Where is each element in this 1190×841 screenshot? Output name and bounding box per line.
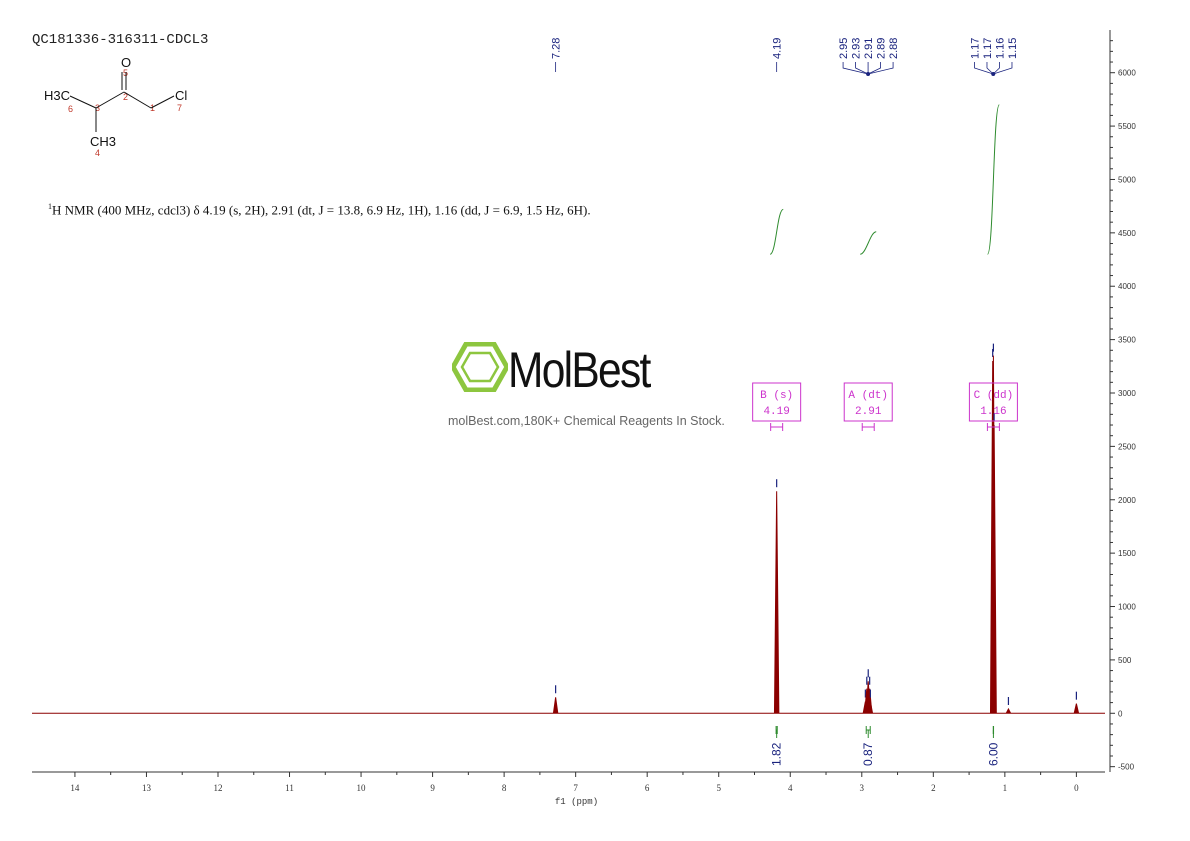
peak-shift-label: 1.16 <box>994 38 1006 59</box>
h3c-label: H3C <box>44 88 70 103</box>
spectrum-peak <box>773 491 780 714</box>
peak-shift-label: 4.19 <box>772 38 784 59</box>
multiplet-label: A (dt) <box>848 390 888 402</box>
x-tick-label: 8 <box>502 783 507 793</box>
x-tick-label: 14 <box>70 783 80 793</box>
brand-tagline: molBest.com,180K+ Chemical Reagents In S… <box>448 414 725 428</box>
multiplet-box <box>843 382 893 422</box>
atom-number: 2 <box>123 92 128 102</box>
y-tick-label: 5500 <box>1118 122 1136 131</box>
peak-label-connector <box>993 62 1013 75</box>
peak-shift-label: 2.95 <box>838 38 850 59</box>
x-tick-label: 0 <box>1074 783 1079 793</box>
atom-number: 4 <box>95 148 100 158</box>
peak-label-node <box>866 72 871 76</box>
peak-shift-label: 2.89 <box>876 38 888 59</box>
integral-value-label: 6.00 <box>986 742 1000 766</box>
x-tick-label: 3 <box>860 783 865 793</box>
multiplet-range-bar <box>986 423 1000 431</box>
spectrum-peak <box>991 425 997 714</box>
peak-label-connector <box>855 62 869 75</box>
peak-label-connector <box>992 62 1000 75</box>
x-tick-label: 9 <box>430 783 435 793</box>
spectrum-peak <box>867 701 874 714</box>
peak-shift-label: 7.28 <box>551 38 563 59</box>
peak-shift-label: 2.91 <box>863 38 875 59</box>
multiplet-range-bar <box>861 423 875 431</box>
atom-number: 6 <box>68 104 73 114</box>
sample-id: QC181336-316311-CDCL3 <box>32 32 209 48</box>
ch3-label: CH3 <box>90 134 116 149</box>
spectrum-peak <box>1073 703 1080 714</box>
isotope-superscript: 1 <box>48 202 52 211</box>
y-tick-label: 4500 <box>1118 229 1136 238</box>
y-tick-label: 1000 <box>1118 603 1136 612</box>
peak-shift-label: 2.93 <box>851 38 863 59</box>
x-tick-label: 6 <box>645 783 650 793</box>
multiplet-shift: 1.16 <box>980 406 1006 418</box>
y-tick-label: 0 <box>1118 709 1123 718</box>
brand-name: MolBest <box>508 342 651 398</box>
molecule-structure: H3C O Cl CH3 5 6 3 2 1 7 4 <box>44 55 187 158</box>
integral-value-label: 1.82 <box>770 742 784 766</box>
chlorine-label: Cl <box>175 88 187 103</box>
x-tick-label: 10 <box>357 783 367 793</box>
y-tick-label: 500 <box>1118 656 1132 665</box>
y-tick-label: 6000 <box>1118 69 1136 78</box>
multiplet-range-bar <box>770 423 784 431</box>
peak-label-connector <box>867 62 894 75</box>
bonds <box>69 72 175 132</box>
x-axis-label: f1 (ppm) <box>555 797 598 807</box>
multiplet-label: C (dd) <box>974 390 1014 402</box>
integral-curve <box>860 231 877 255</box>
integral-value-label: 0.87 <box>861 742 875 766</box>
peak-label-node <box>991 72 996 76</box>
y-tick-label: 1500 <box>1118 549 1136 558</box>
y-tick-label: 2500 <box>1118 442 1136 451</box>
x-tick-label: 7 <box>573 783 578 793</box>
x-tick-label: 2 <box>931 783 936 793</box>
nmr-description-text: H NMR (400 MHz, cdcl3) δ 4.19 (s, 2H), 2… <box>52 202 591 218</box>
x-tick-label: 1 <box>1003 783 1008 793</box>
peak-label-connector <box>842 62 869 75</box>
peak-shift-label: 2.88 <box>888 38 900 59</box>
multiplet-shift: 4.19 <box>763 406 789 418</box>
multiplet-label: B (s) <box>760 390 793 402</box>
multiplet-shift: 2.91 <box>855 406 882 418</box>
y-tick-label: 5000 <box>1118 175 1136 184</box>
peak-label-connector <box>986 62 994 75</box>
multiplet-box <box>752 382 802 422</box>
x-tick-label: 12 <box>213 783 222 793</box>
x-tick-label: 13 <box>142 783 152 793</box>
spectrum-peak <box>1005 707 1012 714</box>
nmr-description: 1H NMR (400 MHz, cdcl3) δ 4.19 (s, 2H), … <box>48 202 591 218</box>
peak-shift-label: 1.17 <box>969 38 981 59</box>
atom-number: 3 <box>95 103 100 113</box>
x-tick-label: 4 <box>788 783 793 793</box>
atom-number: 7 <box>177 103 182 113</box>
atom-number: 1 <box>150 103 155 113</box>
peak-shift-label: 1.17 <box>982 38 994 59</box>
y-tick-label: 3500 <box>1118 336 1136 345</box>
y-tick-label: 4000 <box>1118 282 1136 291</box>
peak-shift-label: 1.15 <box>1007 38 1019 59</box>
molbest-logo-icon <box>452 342 508 392</box>
peak-label-connector <box>867 62 881 75</box>
integral-curve <box>987 104 1000 255</box>
x-tick-label: 11 <box>285 783 294 793</box>
y-tick-label: 2000 <box>1118 496 1136 505</box>
y-tick-label: 3000 <box>1118 389 1136 398</box>
y-tick-label: -500 <box>1118 763 1135 772</box>
peak-label-connector <box>974 62 994 75</box>
multiplet-box <box>968 382 1018 422</box>
integral-curve <box>769 208 784 255</box>
oxygen-label: O <box>121 55 131 70</box>
x-tick-label: 5 <box>716 783 721 793</box>
spectrum-peak <box>552 697 559 714</box>
